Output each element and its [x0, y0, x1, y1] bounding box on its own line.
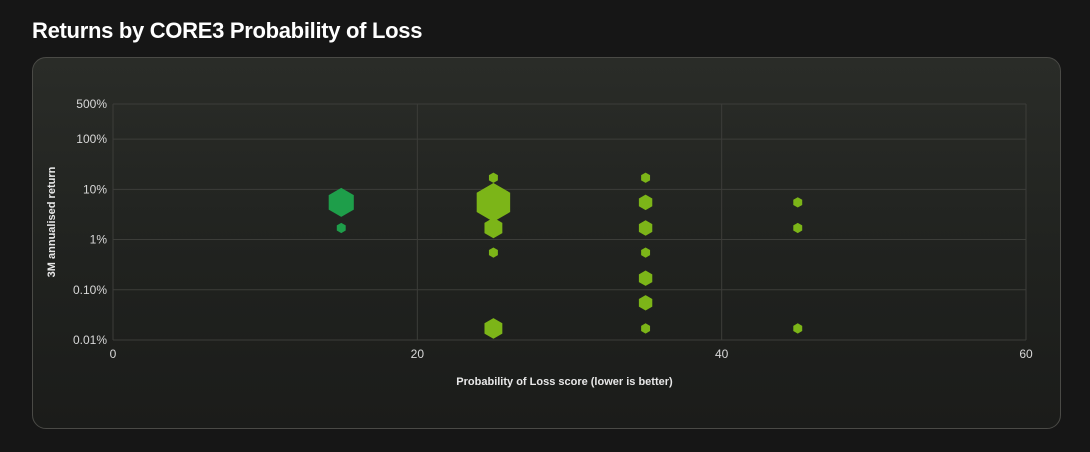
data-point[interactable]: [641, 323, 651, 334]
data-point[interactable]: [484, 318, 503, 339]
data-point[interactable]: [484, 217, 503, 239]
y-tick-label: 1%: [90, 233, 108, 247]
x-tick-label: 60: [1019, 347, 1033, 361]
data-point[interactable]: [793, 323, 803, 334]
y-tick-label: 100%: [76, 132, 107, 146]
data-point[interactable]: [638, 220, 653, 236]
y-tick-label: 0.10%: [73, 283, 107, 297]
data-point[interactable]: [641, 172, 651, 183]
point-layer: [328, 172, 803, 339]
data-point[interactable]: [336, 222, 346, 234]
x-axis-label: Probability of Loss score (lower is bett…: [456, 376, 673, 388]
data-point[interactable]: [638, 295, 653, 311]
scatter-chart: 0.01% 0.10% 1% 10% 100% 500% 0 20 40 60 Probabili…: [46, 97, 1033, 388]
data-point[interactable]: [641, 247, 651, 258]
y-tick-label: 500%: [76, 97, 107, 111]
y-axis-label: 3M annualised return: [46, 166, 58, 277]
x-tick-label: 0: [110, 347, 117, 361]
grid-layer: [112, 103, 1027, 341]
data-point[interactable]: [638, 270, 653, 286]
x-tick-label: 20: [411, 347, 425, 361]
chart-card: 0.01% 0.10% 1% 10% 100% 500% 0 20 40 60 Probabili…: [32, 57, 1061, 429]
tick-layer: 0.01% 0.10% 1% 10% 100% 500% 0 20 40 60: [73, 97, 1033, 361]
data-point[interactable]: [476, 183, 511, 222]
data-point[interactable]: [793, 222, 803, 234]
y-tick-label: 10%: [83, 182, 107, 196]
page-title: Returns by CORE3 Probability of Loss: [32, 18, 423, 43]
x-tick-label: 40: [715, 347, 729, 361]
data-point[interactable]: [488, 172, 498, 183]
data-point[interactable]: [488, 247, 498, 258]
y-tick-label: 0.01%: [73, 333, 107, 347]
data-point[interactable]: [793, 197, 803, 208]
data-point[interactable]: [328, 187, 354, 217]
data-point[interactable]: [638, 194, 653, 211]
